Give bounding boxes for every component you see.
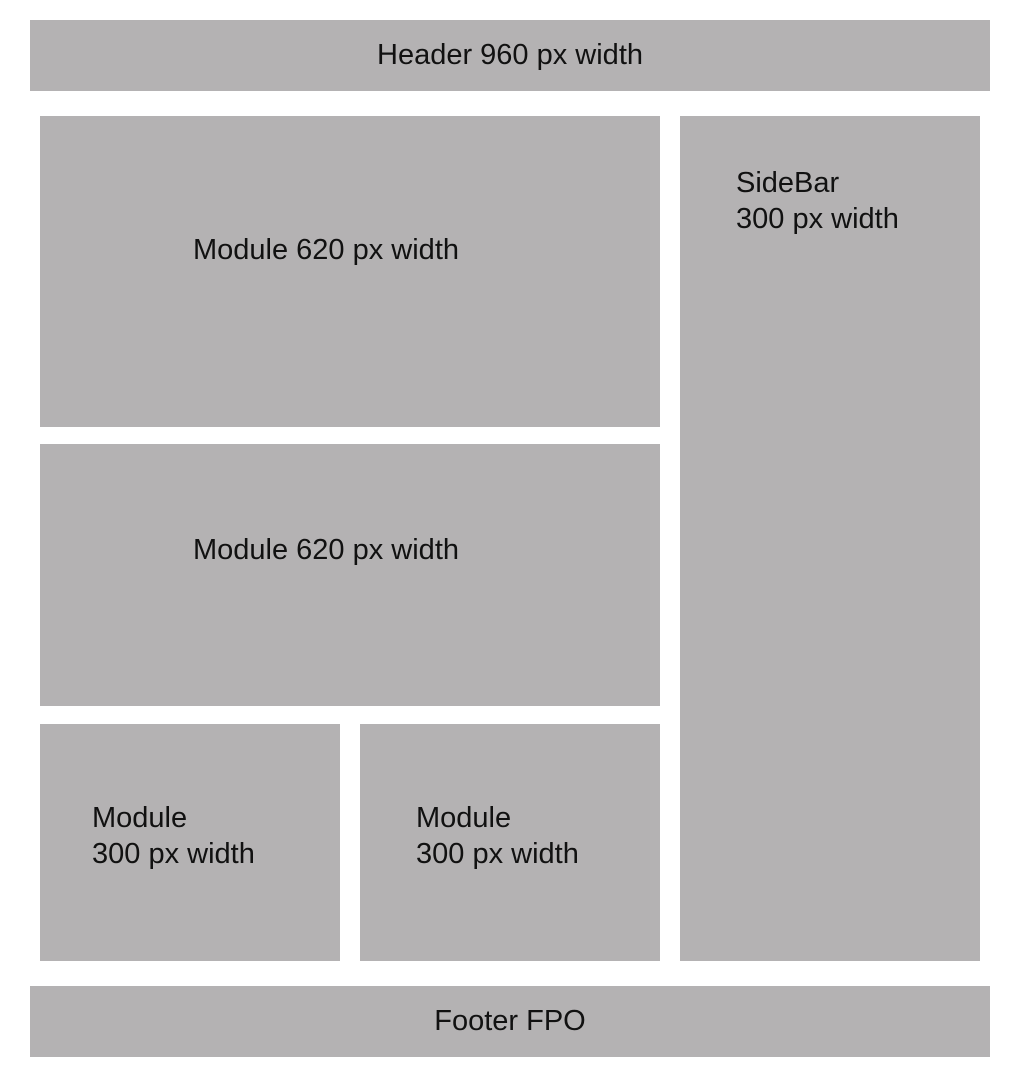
module-narrow-2: Module 300 px width [360, 724, 660, 961]
module-narrow-1-title: Module [92, 802, 188, 834]
header-block: Header 960 px width [30, 20, 990, 91]
module-wide-2-label: Module 620 px width [193, 534, 459, 566]
sidebar-title: SideBar [736, 167, 840, 199]
module-narrow-2-label: Module 300 px width [416, 800, 579, 872]
module-wide-1: Module 620 px width [40, 116, 660, 427]
module-wide-1-label: Module 620 px width [193, 234, 459, 266]
footer-label: Footer FPO [434, 1005, 586, 1037]
module-wide-2: Module 620 px width [40, 444, 660, 706]
sidebar-width: 300 px width [736, 203, 899, 235]
sidebar-label: SideBar 300 px width [736, 165, 899, 237]
header-label: Header 960 px width [377, 39, 643, 71]
module-narrow-1: Module 300 px width [40, 724, 340, 961]
module-narrow-1-label: Module 300 px width [92, 800, 255, 872]
module-narrow-2-width: 300 px width [416, 838, 579, 870]
module-narrow-2-title: Module [416, 802, 512, 834]
sidebar-block: SideBar 300 px width [680, 116, 980, 961]
module-narrow-1-width: 300 px width [92, 838, 255, 870]
footer-block: Footer FPO [30, 986, 990, 1057]
